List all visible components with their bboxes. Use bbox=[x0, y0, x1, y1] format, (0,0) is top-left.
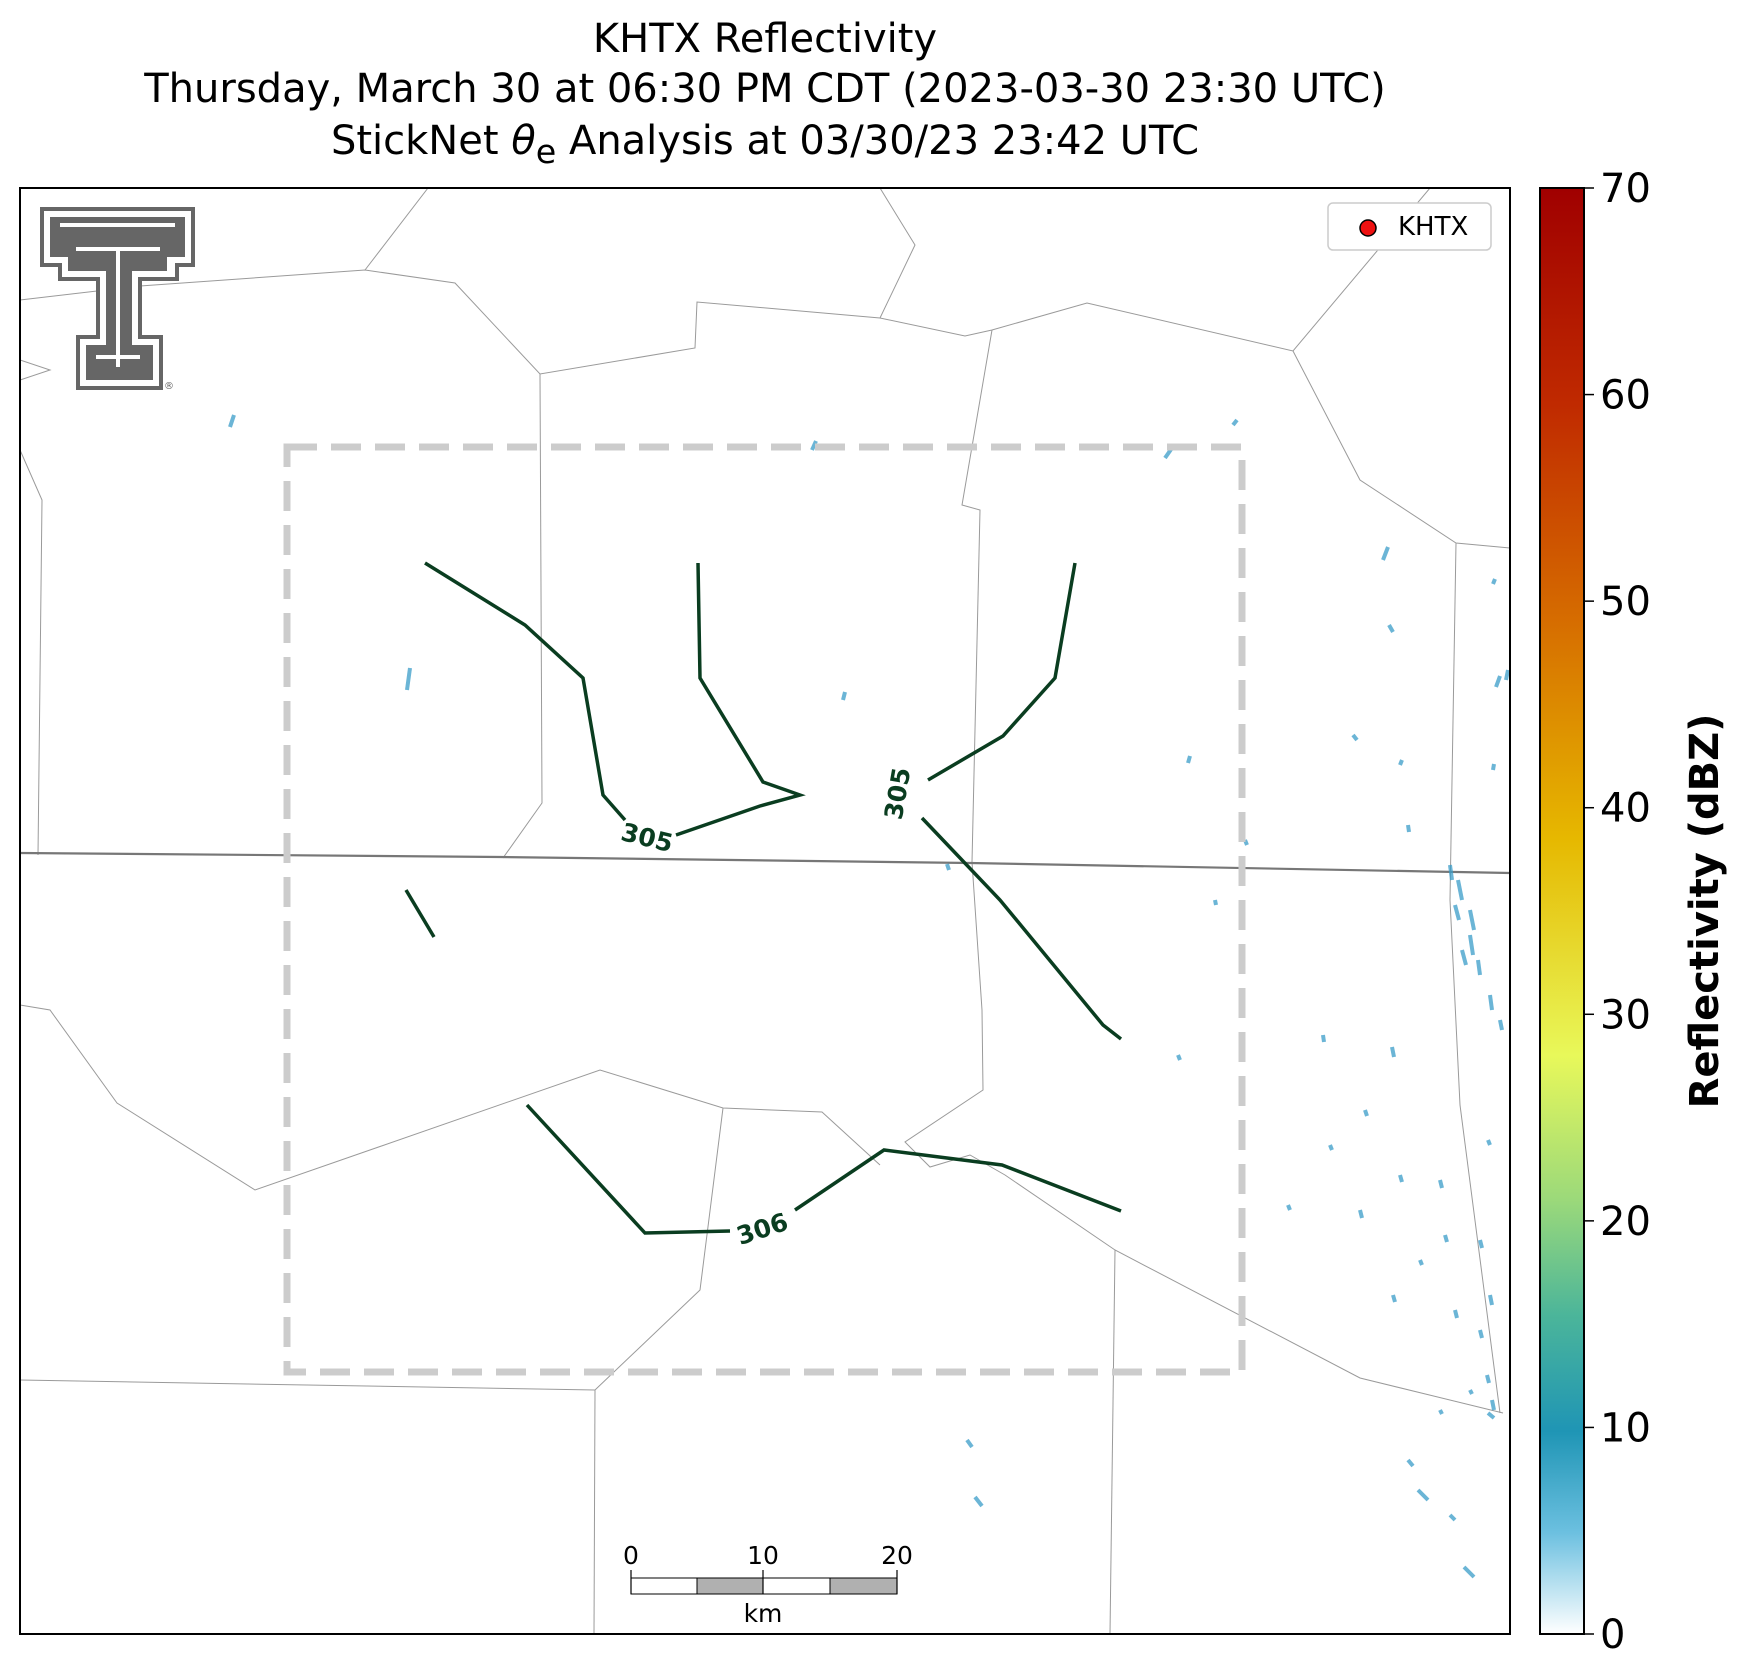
radar-echo bbox=[1391, 1294, 1397, 1303]
radar-echo bbox=[1486, 1411, 1496, 1420]
radar-echo bbox=[1494, 675, 1502, 688]
title-line-3: StickNet θe Analysis at 03/30/23 23:42 U… bbox=[0, 116, 1530, 177]
analysis-domain-box bbox=[283, 443, 1246, 1376]
radar-echoes bbox=[228, 414, 1510, 1579]
scale-tick-label: 0 bbox=[623, 1541, 639, 1570]
colorbar-tick-label: 40 bbox=[1600, 786, 1651, 832]
scale-unit-label: km bbox=[744, 1599, 783, 1628]
contour-line bbox=[424, 561, 627, 822]
contour-line bbox=[404, 889, 436, 938]
radar-echo bbox=[1448, 864, 1454, 881]
colorbar-tick-label: 30 bbox=[1600, 992, 1651, 1038]
radar-echo bbox=[1381, 546, 1390, 561]
radar-site-marker-icon bbox=[1359, 219, 1377, 237]
radar-echo bbox=[1286, 1204, 1292, 1211]
contour-line bbox=[675, 562, 806, 837]
radar-echo bbox=[1186, 755, 1192, 764]
radar-echo bbox=[1460, 949, 1468, 966]
svg-text:®: ® bbox=[164, 381, 174, 392]
county-boundaries bbox=[20, 188, 1510, 1634]
radar-echo bbox=[1438, 1409, 1444, 1415]
texas-tech-logo: ® bbox=[40, 207, 195, 392]
radar-echo bbox=[1406, 824, 1411, 833]
theta-e-contours bbox=[404, 561, 1123, 1235]
radar-echo bbox=[228, 414, 236, 428]
contour-line bbox=[927, 562, 1077, 782]
radar-echo bbox=[1478, 1239, 1484, 1249]
title-line-1: KHTX Reflectivity bbox=[592, 16, 938, 62]
radar-echo bbox=[1418, 1259, 1424, 1266]
radar-echo bbox=[1448, 1513, 1457, 1522]
legend-box bbox=[1327, 202, 1492, 251]
radar-echo bbox=[1468, 909, 1476, 931]
radar-echo bbox=[1488, 1294, 1494, 1306]
scale-bar: 0 10 20 km bbox=[623, 1541, 913, 1628]
radar-echo bbox=[1351, 733, 1359, 742]
radar-echo bbox=[1387, 624, 1395, 633]
radar-echo bbox=[1456, 879, 1464, 901]
radar-echo bbox=[1490, 1399, 1496, 1411]
scale-tick-label: 20 bbox=[881, 1541, 913, 1570]
colorbar-tick-label: 0 bbox=[1600, 1612, 1625, 1658]
radar-echo bbox=[1358, 1209, 1364, 1219]
radar-echo bbox=[945, 863, 951, 871]
radar-echo bbox=[1462, 1565, 1476, 1579]
radar-echo bbox=[1468, 1389, 1474, 1395]
radar-echo bbox=[1488, 994, 1494, 1011]
radar-echo bbox=[1453, 904, 1461, 921]
colorbar-tick-label: 50 bbox=[1600, 579, 1651, 625]
theta-symbol: θ bbox=[511, 118, 536, 164]
radar-echo bbox=[1363, 1109, 1369, 1117]
radar-echo bbox=[1491, 578, 1497, 585]
colorbar-label: Reflectivity (dBZ) bbox=[1682, 714, 1728, 1109]
radar-echo bbox=[1443, 1234, 1449, 1243]
title-line-3-suffix: Analysis at 03/30/23 23:42 UTC bbox=[556, 118, 1200, 164]
radar-echo bbox=[1468, 934, 1475, 956]
legend: KHTX bbox=[1327, 202, 1492, 251]
radar-echo bbox=[1438, 1179, 1444, 1189]
map-frame bbox=[19, 187, 1511, 1635]
contour-line bbox=[794, 1148, 1122, 1213]
radar-echo bbox=[1504, 669, 1510, 681]
radar-echo bbox=[1476, 959, 1482, 976]
theta-subscript: e bbox=[535, 132, 557, 171]
title-line-2: Thursday, March 30 at 06:30 PM CDT (2023… bbox=[144, 66, 1386, 112]
contour-line bbox=[525, 1103, 731, 1235]
radar-echo bbox=[1416, 1488, 1430, 1502]
map-background bbox=[20, 188, 1510, 1634]
radar-echo bbox=[965, 1438, 974, 1449]
radar-echo bbox=[1213, 899, 1218, 906]
radar-echo bbox=[1478, 1329, 1484, 1339]
radar-echo bbox=[841, 691, 847, 701]
radar-echo bbox=[1328, 1144, 1334, 1151]
legend-label: KHTX bbox=[1398, 212, 1468, 242]
radar-echo bbox=[1398, 759, 1404, 766]
radar-echo bbox=[1453, 1309, 1459, 1319]
colorbar-tick-label: 70 bbox=[1600, 166, 1651, 212]
colorbar-tick-label: 10 bbox=[1600, 1405, 1651, 1451]
radar-echo bbox=[405, 667, 412, 691]
radar-echo bbox=[1486, 1139, 1492, 1146]
radar-echo bbox=[1398, 1174, 1404, 1183]
radar-echo bbox=[1406, 1458, 1415, 1468]
contour-line bbox=[920, 816, 1123, 1041]
colorbar: 0 10 20 30 40 50 60 70 Reflectivity (dBZ) bbox=[1539, 166, 1728, 1658]
radar-echo bbox=[810, 440, 818, 451]
title-line-3-prefix: StickNet bbox=[330, 118, 512, 164]
radar-echo bbox=[1498, 1019, 1504, 1031]
radar-echo bbox=[1231, 418, 1239, 427]
colorbar-tick-label: 20 bbox=[1600, 1199, 1651, 1245]
colorbar-tick-label: 60 bbox=[1600, 373, 1651, 419]
radar-echo bbox=[1491, 763, 1496, 771]
radar-echo bbox=[973, 1495, 984, 1508]
radar-echo bbox=[1176, 1054, 1182, 1061]
radar-echo bbox=[1485, 1374, 1491, 1384]
scale-tick-label: 10 bbox=[747, 1541, 779, 1570]
radar-echo bbox=[1321, 1034, 1326, 1043]
colorbar-ticks: 0 10 20 30 40 50 60 70 bbox=[1584, 166, 1651, 1658]
radar-echo bbox=[1390, 1046, 1396, 1058]
colorbar-gradient bbox=[1539, 187, 1585, 1635]
